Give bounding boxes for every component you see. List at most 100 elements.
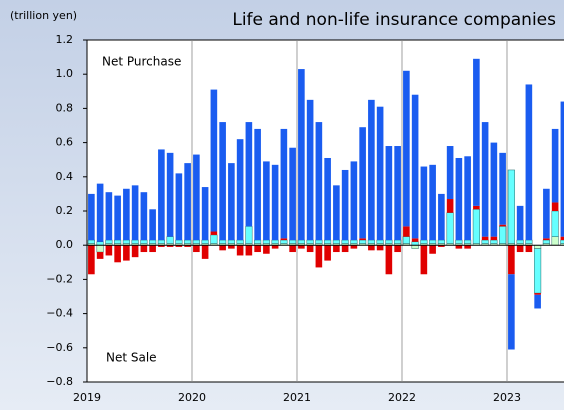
x-tick-label: 2023 <box>493 391 521 404</box>
bar-segment <box>298 245 305 249</box>
bar-segment <box>192 239 200 244</box>
bar-segment <box>122 239 130 244</box>
bar-segment <box>333 185 340 241</box>
bar-segment <box>254 128 261 241</box>
bar-segment <box>166 245 174 247</box>
bar-segment <box>210 89 218 232</box>
y-tick-label: −0.8 <box>46 375 73 388</box>
bar-segment <box>219 122 226 241</box>
bar-segment <box>219 245 226 251</box>
y-tick-label: 0.2 <box>56 204 74 217</box>
bar-segment <box>394 146 401 241</box>
bar-segment <box>455 157 463 241</box>
bar-segment <box>315 122 323 241</box>
bar-segment <box>245 122 253 227</box>
bar-segment <box>96 244 104 253</box>
bar-segment <box>315 245 323 268</box>
y-tick-label: 0.6 <box>56 136 74 149</box>
bar-segment <box>508 245 515 275</box>
bar-segment <box>280 128 288 239</box>
annotation: Net Purchase <box>102 55 181 69</box>
bar-segment <box>446 199 454 213</box>
y-tick-label: 1.0 <box>56 67 74 80</box>
bar-segment <box>543 188 550 239</box>
bar-segment <box>262 239 270 244</box>
bar-segment <box>341 169 349 241</box>
bar-segment <box>490 236 498 241</box>
annotation: Net Sale <box>106 351 157 365</box>
bar-segment <box>324 239 332 244</box>
x-tick-label: 2019 <box>73 391 101 404</box>
bar-segment <box>96 252 104 259</box>
bar-segment <box>359 127 366 239</box>
bar-segment <box>385 245 393 275</box>
y-tick-label: −0.6 <box>46 341 73 354</box>
bar-segment <box>403 70 410 227</box>
bar-segment <box>254 239 262 244</box>
bar-segment <box>157 239 165 244</box>
bar-segment <box>149 209 156 241</box>
bar-segment <box>175 245 183 247</box>
bar-segment <box>271 245 279 249</box>
bar-segment <box>534 248 542 294</box>
bar-segment <box>437 239 445 244</box>
bar-segment <box>254 245 261 253</box>
bar-segment <box>123 245 130 261</box>
bar-segment <box>210 234 218 244</box>
bar-segment <box>411 238 419 242</box>
bar-segment <box>516 245 524 253</box>
bar-segment <box>499 152 506 225</box>
bar-segment <box>166 236 174 244</box>
bar-segment <box>140 245 148 253</box>
bar-segment <box>158 149 165 241</box>
bar-segment <box>551 202 559 211</box>
bar-segment <box>438 193 445 241</box>
bar-segment <box>367 239 375 244</box>
bar-segment <box>534 244 542 249</box>
bar-segment <box>114 195 121 241</box>
y-tick-label: 0.4 <box>56 170 74 183</box>
bar-segment <box>499 226 507 244</box>
bar-segment <box>516 239 524 244</box>
bar-segment <box>123 188 130 241</box>
bar-segment <box>385 239 393 244</box>
bar-segment <box>490 142 498 237</box>
bar-segment <box>175 173 183 241</box>
x-tick-label: 2020 <box>178 391 206 404</box>
bar-segment <box>306 239 314 244</box>
bar-segment <box>201 239 209 244</box>
bar-segment <box>184 245 191 247</box>
bar-segment <box>490 239 498 244</box>
bar-segment <box>271 239 279 244</box>
y-tick-label: 0.8 <box>56 101 74 114</box>
bar-segment <box>420 245 428 275</box>
bar-segment <box>481 122 489 237</box>
bar-segment <box>96 183 104 242</box>
bar-segment <box>236 239 244 244</box>
bar-segment <box>131 185 139 241</box>
bar-segment <box>184 239 192 244</box>
bar-segment <box>306 99 314 241</box>
bar-segment <box>368 245 375 251</box>
chart-title: Life and non-life insurance companies <box>232 10 556 30</box>
bar-segment <box>306 245 314 253</box>
bar-segment <box>149 245 156 253</box>
bar-segment <box>350 161 358 241</box>
bar-segment <box>298 69 305 241</box>
bar-segment <box>166 152 174 237</box>
bar-segment <box>105 239 113 244</box>
bar-segment <box>236 139 244 241</box>
bar-segment <box>376 245 384 251</box>
bar-segment <box>368 99 375 241</box>
bar-segment <box>411 94 419 239</box>
bar-segment <box>420 239 428 244</box>
bar-segment <box>455 245 463 249</box>
bar-segment <box>473 205 480 210</box>
bar-segment <box>560 239 564 244</box>
bar-segment <box>472 209 480 244</box>
bar-segment <box>411 241 419 246</box>
bar-segment <box>87 239 95 244</box>
bar-segment <box>131 245 139 258</box>
bar-segment <box>263 245 270 254</box>
